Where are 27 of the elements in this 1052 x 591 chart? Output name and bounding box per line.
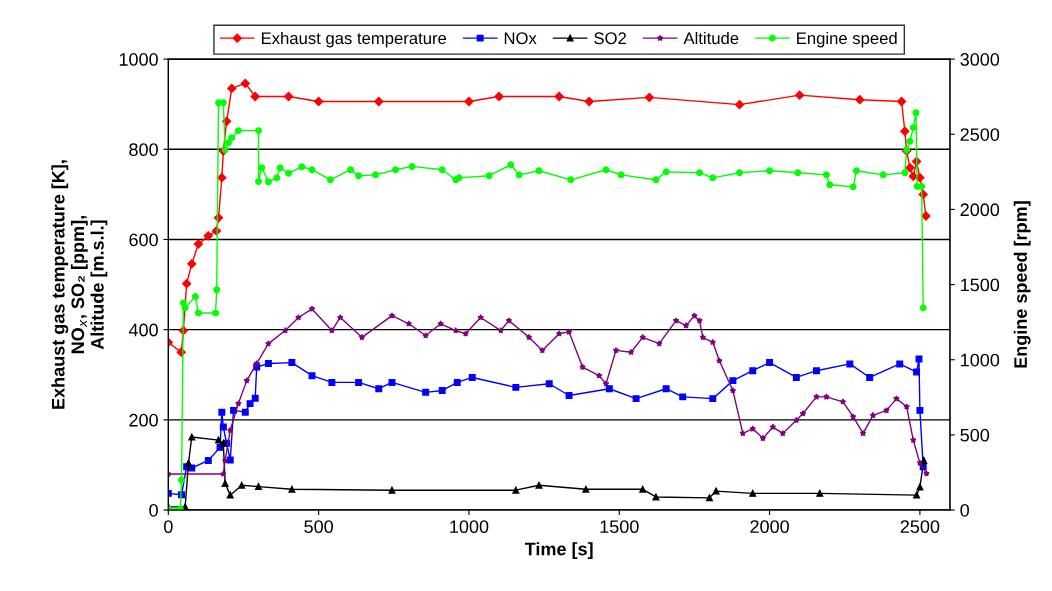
y2-tick-label: 500 [960, 428, 990, 442]
y2-tick-label: 1000 [961, 353, 1000, 367]
x-tick-label: 2500 [900, 520, 940, 534]
y2-tick-label: 3000 [960, 53, 1000, 66]
y-tick-label: 0 [149, 503, 158, 517]
x-axis-title: Time [s] [524, 542, 593, 559]
x-tick-label: 500 [304, 520, 333, 534]
y2-tick-label: 0 [960, 503, 970, 517]
y2-axis-title: Engine speed [rpm] [1013, 201, 1031, 368]
x-tick-label: 0 [164, 520, 173, 534]
x-tick-label: 1000 [450, 520, 489, 534]
x-tick-label: 2000 [750, 520, 789, 534]
legend-label: NOx [504, 32, 537, 45]
legend-label: Altitude [683, 31, 739, 45]
x-tick-label: 1500 [600, 520, 639, 534]
legend-label: Exhaust gas temperature [261, 31, 447, 48]
y-axis-title: Exhaust gas temperature [K], NO$_{x}$, SO₂ [ppm], Altitude [m.s.l.] [51, 160, 108, 409]
y-tick-label: 1000 [119, 53, 158, 66]
y2-tick-label: 1500 [961, 278, 1000, 292]
y-tick-label: 200 [129, 413, 158, 427]
y-tick-label: 800 [129, 143, 158, 157]
legend-label: Engine speed [797, 31, 897, 48]
y-tick-label: 400 [128, 323, 158, 337]
legend-label: SO2 [594, 32, 626, 45]
y-tick-label: 600 [129, 233, 158, 247]
y2-tick-label: 2000 [960, 203, 1000, 217]
y2-tick-label: 2500 [960, 128, 1000, 141]
